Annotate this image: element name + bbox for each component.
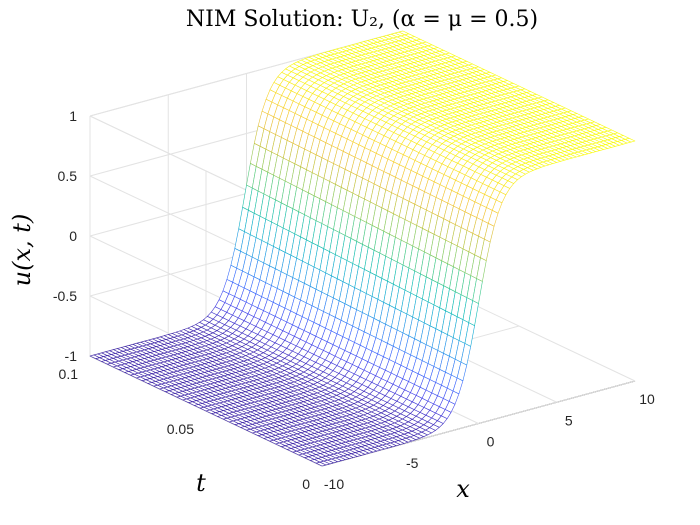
z-tick-label: -0.5 xyxy=(53,288,77,304)
z-tick-label: -1 xyxy=(65,348,78,364)
chart-title: NIM Solution: U₂, (α = μ = 0.5) xyxy=(186,7,538,32)
t-tick-label: 0.1 xyxy=(59,366,79,382)
z-axis-label: u(x, t) xyxy=(8,214,36,287)
x-axis-label: x xyxy=(456,475,470,503)
surface-mesh xyxy=(89,30,636,467)
x-tick-label: 10 xyxy=(639,391,655,407)
tick-labels: -10 -5 0 5 10 0 0.05 0.1 -1 -0.5 0 0.5 1 xyxy=(53,108,655,492)
z-tick-label: 0.5 xyxy=(58,168,78,184)
t-tick-label: 0 xyxy=(302,476,310,492)
z-tick-label: 1 xyxy=(69,108,77,124)
x-tick-label: 0 xyxy=(487,434,495,450)
x-tick-label: 5 xyxy=(565,412,573,428)
surface-cell xyxy=(624,138,636,143)
t-tick-label: 0.05 xyxy=(167,421,194,437)
y-axis-label: t xyxy=(196,469,206,497)
x-tick-label: -10 xyxy=(324,476,344,492)
x-tick-label: -5 xyxy=(406,455,419,471)
z-tick-label: 0 xyxy=(69,228,77,244)
